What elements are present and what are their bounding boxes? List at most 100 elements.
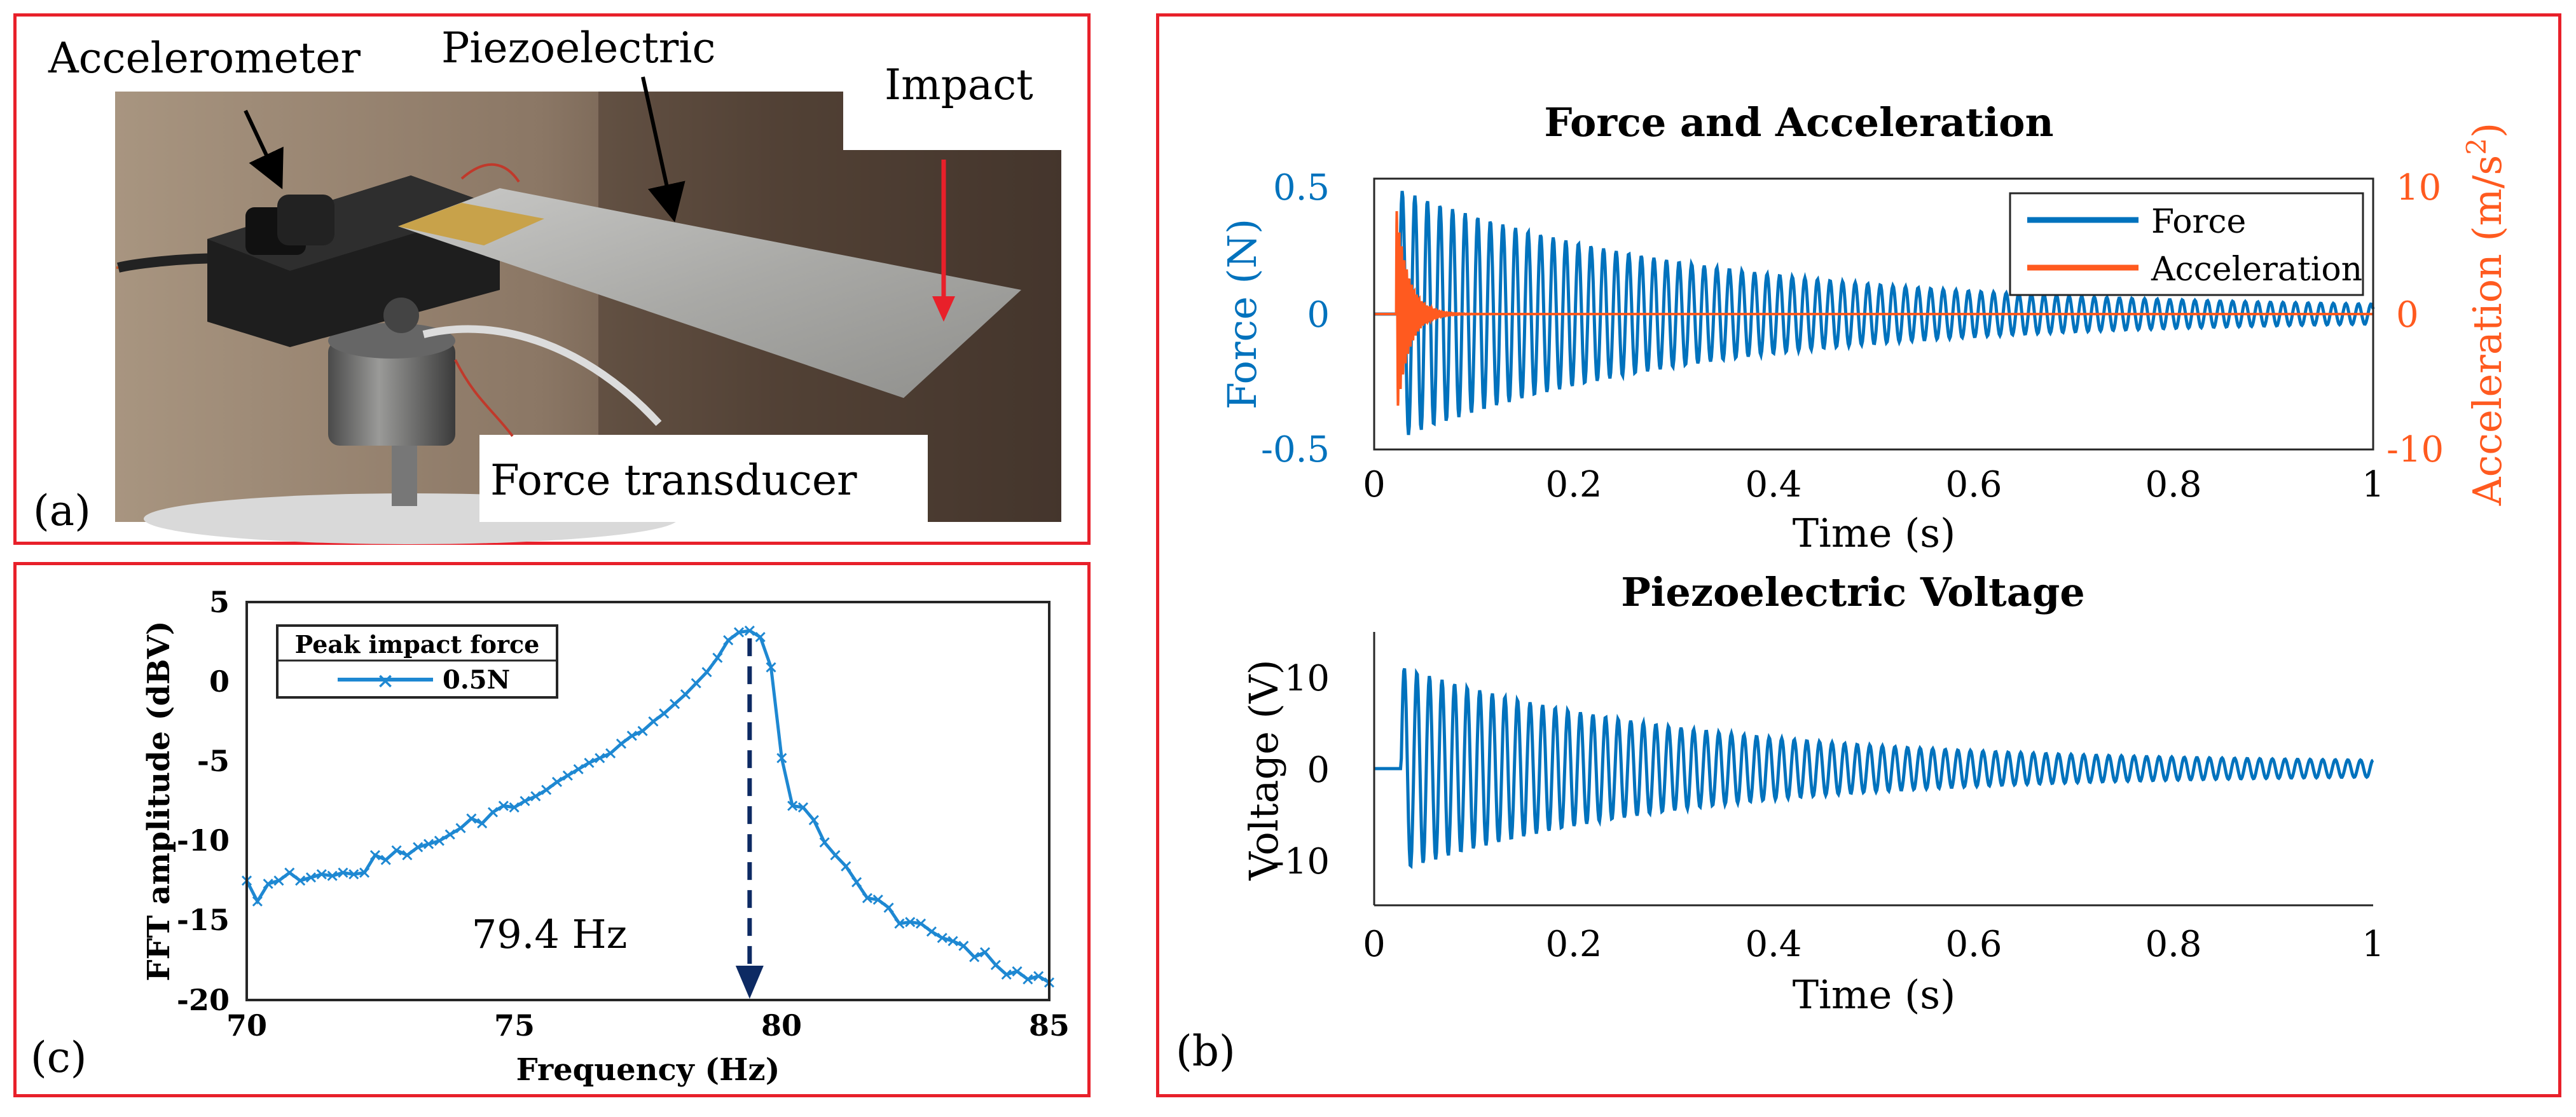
x-tick: 0 (1363, 464, 1386, 505)
panel-label-a: (a) (33, 486, 91, 535)
y-tick: -15 (177, 903, 230, 937)
fft-point (841, 861, 851, 872)
fft-point (808, 814, 819, 826)
fft-point (252, 896, 263, 907)
chart-piezo-voltage: Piezoelectric Voltage 10 0 -10 0 0.2 0.4… (1241, 569, 2385, 1018)
fft-point (487, 807, 499, 818)
y-tick-right: 10 (2396, 167, 2441, 209)
fft-point (723, 635, 734, 646)
legend-title-fft: Peak impact force (295, 630, 540, 659)
fft-point (851, 877, 862, 887)
y-tick-right: -10 (2387, 429, 2444, 470)
fft-point (595, 753, 605, 764)
label-accelerometer: Accelerometer (48, 34, 361, 83)
fft-point (712, 652, 723, 663)
panel-b-time-plots: Force and Acceleration 0.5 0 -0.5 10 0 -… (1156, 13, 2561, 1097)
y-axis-label-force: Force (N) (1219, 219, 1265, 409)
fft-point (477, 818, 488, 829)
fft-point (958, 940, 969, 951)
fft-point (862, 893, 873, 903)
fft-point (979, 947, 991, 957)
fft-point (755, 632, 766, 643)
fft-point (990, 959, 1001, 970)
piezoelectric-plate (398, 188, 1021, 398)
fft-point (413, 842, 424, 853)
chart-force-acceleration: Force and Acceleration 0.5 0 -0.5 10 0 -… (1219, 99, 2511, 556)
fft-point (530, 791, 541, 802)
y-axis-label-fft: FFT amplitude (dBV) (141, 620, 177, 981)
accelerometer-arrow (244, 109, 284, 189)
fft-point (455, 823, 466, 833)
fft-point (327, 870, 338, 881)
fft-point (573, 764, 584, 774)
fft-point (316, 869, 327, 880)
fft-point (1001, 969, 1012, 980)
legend-marker-fft: × (376, 668, 395, 694)
y-axis-label-acceleration: Acceleration (m/s2) (2461, 123, 2511, 506)
x-tick: 0 (1363, 924, 1386, 965)
fft-point (776, 753, 787, 764)
x-tick: 0.4 (1745, 924, 1801, 965)
fft-point (541, 785, 552, 795)
y-tick-right: 0 (2396, 294, 2419, 336)
voltage-series (1374, 668, 2374, 870)
fft-point (626, 730, 637, 741)
voltage-line (1374, 668, 2374, 870)
fft-point (369, 850, 380, 861)
fft-point (819, 837, 830, 848)
x-tick: 0.8 (2145, 924, 2201, 965)
fft-point (402, 850, 413, 861)
fft-series (241, 626, 1055, 988)
x-tick: 0.2 (1545, 464, 1602, 505)
fft-point (359, 867, 370, 878)
fft-point (733, 627, 745, 638)
y-tick-left: 0 (1307, 294, 1330, 336)
photo-illustration: Accelerometer Piezoelectric Impact Force… (33, 24, 1061, 544)
fft-point (305, 872, 317, 883)
fft-point (744, 626, 755, 636)
force-line (1374, 191, 2375, 435)
fft-point (584, 757, 595, 768)
force-transducer-body (328, 341, 455, 446)
fft-point (787, 800, 798, 811)
x-tick: 70 (226, 1008, 267, 1043)
chart-title-voltage: Piezoelectric Voltage (1621, 569, 2085, 615)
x-axis-ticks-voltage: 0 0.2 0.4 0.6 0.8 1 (1363, 924, 2385, 965)
fft-point (380, 854, 391, 865)
panel-a-photo: Accelerometer Piezoelectric Impact Force… (13, 13, 1091, 545)
x-axis-label-top: Time (s) (1793, 510, 1956, 556)
x-tick: 85 (1029, 1008, 1070, 1043)
fft-point (872, 894, 883, 905)
fft-point (680, 689, 691, 700)
x-tick: 0.6 (1945, 924, 2002, 965)
y-tick: 10 (1285, 658, 1330, 699)
peak-marker-arrowhead (735, 966, 764, 999)
x-axis-label-voltage: Time (s) (1793, 971, 1956, 1018)
fft-point (295, 875, 306, 886)
fft-point (605, 748, 616, 758)
fft-point (969, 952, 980, 963)
fft-line (245, 629, 1050, 984)
fft-point (691, 678, 701, 689)
plot-box-top (1373, 177, 2374, 451)
label-force-transducer: Force transducer (490, 456, 857, 505)
chart-title-force-acceleration: Force and Acceleration (1544, 99, 2053, 146)
legend-label-force: Force (2151, 203, 2246, 241)
fft-point (498, 800, 509, 811)
y-tick: -10 (1272, 841, 1330, 882)
x-axis-ticks-fft: 70 75 80 85 (226, 1008, 1070, 1043)
fft-point (926, 926, 937, 937)
fft-point (648, 716, 659, 727)
plot-box-fft (245, 601, 1050, 1001)
legend-label-acceleration: Acceleration (2151, 250, 2362, 289)
acceleration-series (1374, 211, 2373, 406)
fft-point (391, 845, 402, 856)
x-tick: 1 (2362, 464, 2385, 505)
fft-point (509, 802, 520, 813)
x-tick: 75 (494, 1008, 535, 1043)
panel-c-svg: 79.4 Hz 5 0 -5 -10 -15 -20 70 75 80 85 F… (31, 585, 1070, 1088)
y-axis-label-voltage: Voltage (V) (1241, 659, 1287, 881)
x-tick: 0.6 (1945, 464, 2002, 505)
fft-point (1033, 971, 1044, 982)
fft-point (466, 813, 477, 824)
